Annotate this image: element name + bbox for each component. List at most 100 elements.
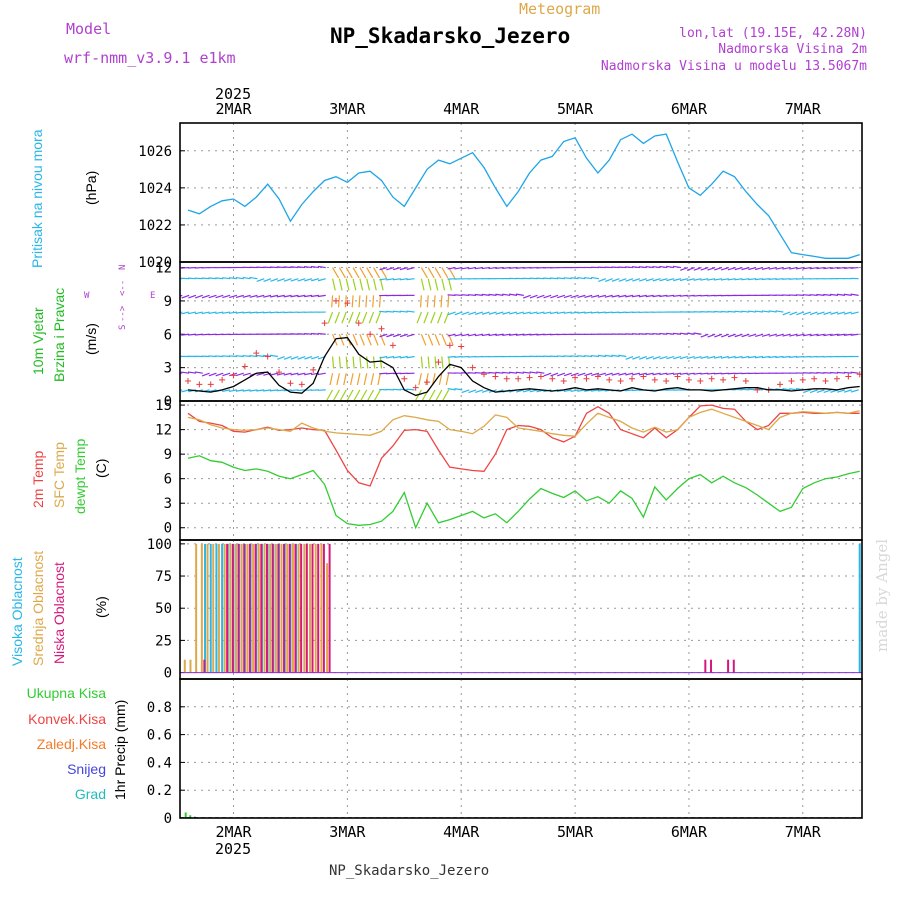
gust-marker [276,369,283,376]
wind-direction-arrow [597,354,606,358]
wind-direction-arrow [393,333,402,338]
gust-marker [480,371,487,378]
wind-direction-arrow [727,310,736,313]
y-tick-label: 9 [164,294,172,310]
wind-direction-arrow [488,333,497,337]
gust-marker [777,381,784,388]
wind-direction-arrow [269,389,278,392]
wind-direction-arrow [679,278,688,282]
gust-marker [629,375,636,382]
wind-direction-arrow [590,311,600,314]
wind-direction-arrow [529,333,538,336]
wind-direction-arrow [208,355,217,358]
wind-direction-arrow [249,276,258,280]
wind-direction-arrow [269,266,278,269]
wind-direction-arrow [276,311,285,314]
wind-direction-arrow [645,332,654,335]
wind-direction-arrow [734,333,743,338]
wind-direction-arrow [761,266,770,270]
wind-direction-arrow [720,266,729,271]
wind-direction-arrow [454,355,463,358]
wind-direction-arrow [419,295,422,308]
wind-direction-arrow [256,294,265,298]
wind-direction-arrow [468,355,477,358]
wind-direction-arrow [461,333,470,337]
wind-dir-left-arrow: <-- [118,280,128,296]
time-tick-label-top: 7MAR [785,100,822,118]
wind-direction-arrow [242,389,251,392]
wind-direction-arrow [326,389,334,401]
wind-direction-arrow [269,354,279,358]
wind-direction-arrow [338,334,345,346]
wind-direction-arrow [611,311,620,314]
wind-direction-arrow [693,278,702,281]
wind-direction-arrow [638,333,647,335]
gust-marker [788,377,795,384]
gust-marker [458,343,465,350]
wind-direction-arrow [461,294,470,296]
wind-direction-arrow [488,293,497,296]
wind-direction-arrow [611,294,620,298]
wind-direction-arrow [181,294,190,299]
wind-direction-arrow [700,355,709,359]
wind-direction-arrow [445,373,450,386]
wind-direction-arrow [789,278,798,280]
wind-direction-arrow [625,311,634,314]
panel-body-temperature [187,404,860,530]
gust-marker [606,376,613,383]
wind-direction-arrow [235,311,244,314]
wind-direction-arrow [352,334,359,346]
gust-marker [401,375,408,382]
wind-direction-arrow [727,372,736,375]
wind-direction-arrow [468,389,477,394]
wind-direction-arrow [502,333,511,336]
wind-direction-arrow [686,278,695,282]
wind-direction-arrow [290,266,299,269]
credit-label: made by Angel [873,539,891,652]
wind-direction-arrow [570,311,579,314]
y-tick-label: 50 [155,601,172,617]
wind-direction-arrow [356,373,361,386]
wind-direction-arrow [180,333,183,336]
wind-direction-arrow [372,334,379,346]
wind-direction-arrow [327,311,334,324]
wind-direction-arrow [775,266,784,270]
wind-direction-arrow [543,333,552,336]
wind-direction-arrow [570,294,579,299]
time-tick-label-bottom: 6MAR [671,823,708,841]
wind-direction-arrow [338,356,342,369]
wind-direction-arrow [269,311,278,314]
wind-direction-arrow [795,266,805,270]
gust-marker [811,375,818,382]
y-tick-label: 1024 [138,181,172,197]
wind-direction-arrow [256,311,265,314]
wind-direction-arrow [468,311,477,316]
gust-marker [412,384,419,391]
wind-direction-arrow [270,278,279,282]
wind-direction-arrow [652,372,661,376]
wind-direction-arrow [215,311,224,315]
wind-direction-arrow [761,355,770,359]
time-tick-label-top: 6MAR [671,100,708,118]
wind-direction-arrow [468,294,477,296]
wind-direction-arrow [297,355,306,360]
wind-direction-arrow [659,372,668,376]
wind-direction-arrow [809,311,818,316]
wind-direction-arrow [228,311,238,314]
wind-direction-arrow [803,389,811,394]
wind-direction-arrow [297,333,306,335]
wind-direction-arrow [222,311,231,314]
wind-direction-arrow [782,266,791,270]
wind-direction-arrow [693,332,702,335]
wind-direction-arrow [590,389,600,392]
wind-direction-arrow [536,311,545,315]
model-name: wrf-nmm_v3.9.1 e1km [64,49,236,67]
wind-direction-arrow [741,388,750,391]
wind-direction-arrow [194,371,203,374]
wind-direction-arrow [332,267,340,279]
wind-direction-arrow [672,332,682,335]
wind-direction-arrow [741,333,750,338]
wind-direction-arrow [495,333,504,336]
y-tick-label: 6 [164,327,172,343]
panel-wind: 0 3 6 9 12 [155,261,863,410]
